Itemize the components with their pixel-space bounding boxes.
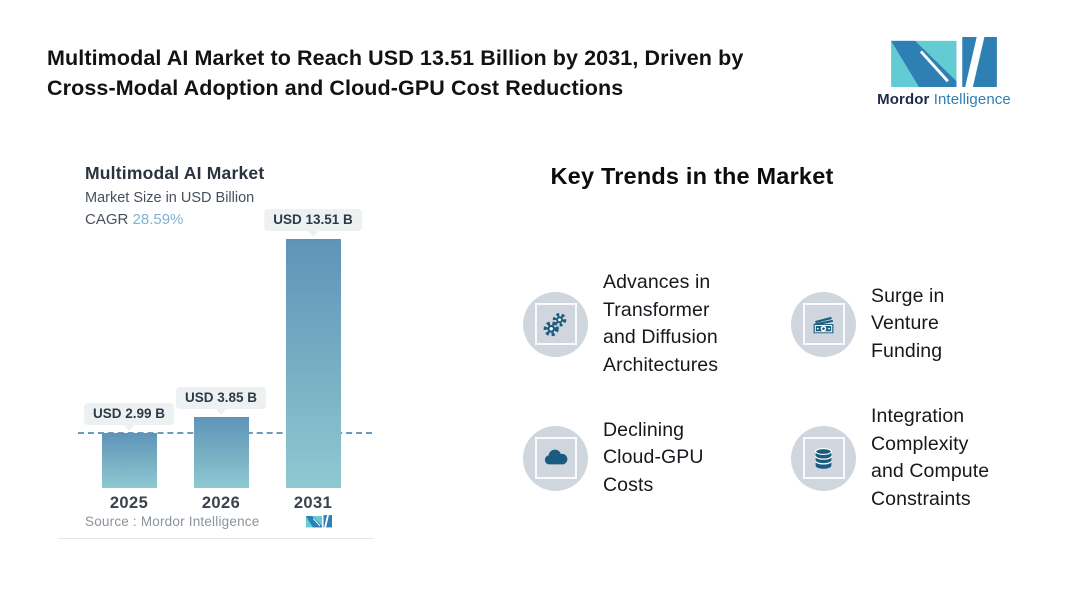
bar-value-bubble: USD 13.51 B — [264, 209, 362, 231]
trend-label: Declining Cloud-GPU Costs — [603, 418, 704, 496]
bar-value-bubble: USD 3.85 B — [175, 387, 267, 409]
bar: USD 2.99 B — [83, 403, 175, 488]
source-label: Source : Mordor Intelligence — [85, 514, 260, 529]
trend-label: Advances in Transformer and Diffusion Ar… — [603, 271, 719, 376]
divider — [58, 538, 374, 539]
trends-grid: Advances in Transformer and Diffusion Ar… — [500, 269, 1055, 513]
bar-column-2025: USD 2.99 B 2025 — [83, 233, 175, 512]
gears-icon — [543, 312, 567, 336]
cagr-row: CAGR 28.59% — [85, 211, 372, 228]
trend-item-compute-constraints: Integration Complexity and Compute Const… — [768, 403, 1055, 513]
brand-name-light: Intelligence — [933, 91, 1011, 108]
trend-icon-circle — [791, 425, 856, 491]
cagr-value: 28.59% — [132, 211, 184, 228]
cloud-icon — [544, 449, 568, 464]
cagr-label: CAGR — [85, 211, 129, 228]
bar-column-2031: USD 13.51 B 2031 — [264, 209, 362, 512]
bar-value-bubble: USD 2.99 B — [83, 403, 175, 425]
chart-source-row: Source : Mordor Intelligence — [85, 514, 332, 529]
icon-frame — [534, 303, 577, 345]
trend-icon-circle — [523, 425, 588, 491]
trend-icon-circle — [523, 291, 588, 357]
bar-series: USD 2.99 B 2025 USD 3.85 B 2026 USD 13.5… — [58, 209, 372, 512]
chart-header: Multimodal AI Market Market Size in USD … — [58, 130, 372, 228]
trend-item-architectures: Advances in Transformer and Diffusion Ar… — [500, 269, 768, 379]
chart-subtitle: Market Size in USD Billion — [85, 190, 255, 206]
icon-frame — [802, 437, 845, 479]
icon-frame — [534, 437, 577, 479]
trend-item-cloud-gpu-costs: Declining Cloud-GPU Costs — [500, 403, 768, 513]
brand-name: Mordor Intelligence — [876, 91, 1012, 108]
banknotes-icon — [813, 316, 834, 333]
bar-chart: USD 2.99 B 2025 USD 3.85 B 2026 USD 13.5… — [58, 209, 372, 512]
mini-logo-icon — [306, 515, 332, 528]
page-title: Multimodal AI Market to Reach USD 13.51 … — [47, 46, 744, 100]
axis-label-2025: 2025 — [109, 494, 149, 512]
database-icon — [815, 447, 832, 469]
axis-label-2026: 2026 — [201, 494, 241, 512]
mordor-logo: Mordor Intelligence — [876, 37, 1012, 108]
icon-frame — [802, 303, 845, 345]
trends-heading: Key Trends in the Market — [550, 163, 834, 189]
bar: USD 13.51 B — [264, 209, 362, 488]
market-chart-panel: Multimodal AI Market Market Size in USD … — [58, 130, 374, 542]
chart-title: Multimodal AI Market — [85, 163, 265, 183]
bar-column-2026: USD 3.85 B 2026 — [175, 233, 267, 512]
brand-name-bold: Mordor — [877, 91, 930, 108]
axis-label-2031: 2031 — [293, 494, 333, 512]
trend-icon-circle — [791, 291, 856, 357]
trend-label: Integration Complexity and Compute Const… — [871, 405, 990, 510]
mordor-logo-mark-icon — [891, 37, 997, 87]
trend-label: Surge in Venture Funding — [871, 284, 945, 362]
bar: USD 3.85 B — [175, 387, 267, 488]
trend-item-venture-funding: Surge in Venture Funding — [768, 269, 1055, 379]
key-trends-panel: Key Trends in the Market Advances in Tra… — [500, 150, 1055, 513]
